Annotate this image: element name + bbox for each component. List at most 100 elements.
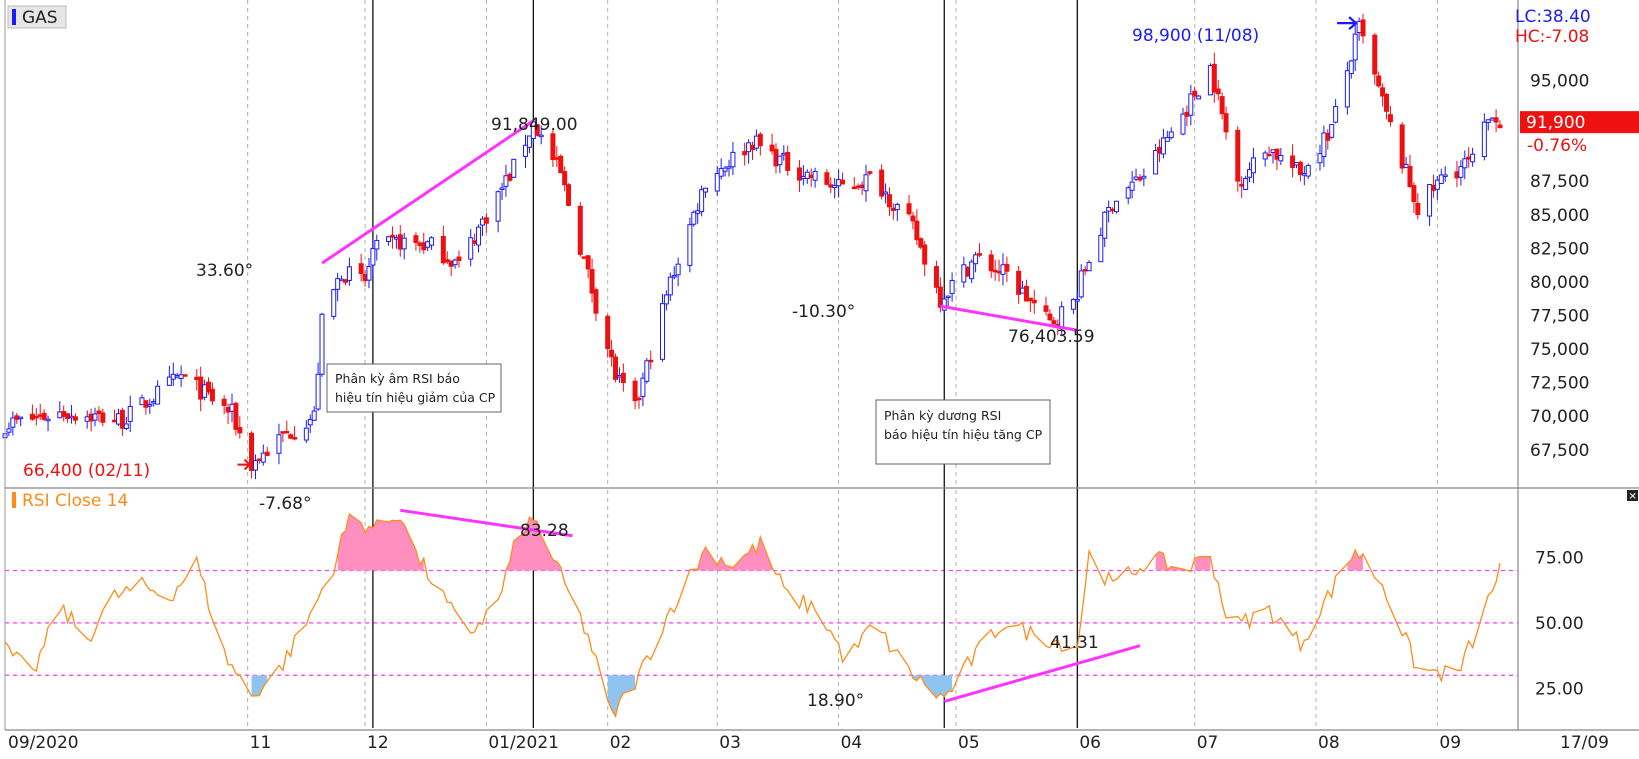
candle-body: [1262, 152, 1268, 160]
candle-body: [57, 411, 63, 419]
candle-body: [1454, 171, 1460, 179]
candle-body: [558, 155, 564, 174]
candle-body: [18, 416, 24, 420]
candle-body: [1243, 177, 1249, 190]
candle-body: [1207, 65, 1213, 96]
candle-body: [1434, 179, 1440, 190]
candle-body: [252, 460, 258, 471]
candle-body: [1403, 163, 1409, 168]
candle-body: [863, 174, 869, 192]
overbought-fill: [505, 517, 561, 571]
candle-body: [61, 411, 67, 417]
low-marker-label: 66,400 (02/11): [23, 461, 150, 481]
svg-text:báo hiệu tín hiệu tăng CP: báo hiệu tín hiệu tăng CP: [884, 427, 1043, 442]
candle-body: [194, 376, 200, 381]
candle-body: [115, 413, 121, 425]
candle-body: [401, 237, 407, 250]
y-tick-label: 72,500: [1530, 374, 1589, 394]
candle-body: [1407, 165, 1413, 188]
candle-body: [1297, 161, 1303, 175]
candle-body: [1325, 132, 1331, 141]
candle-body: [237, 427, 243, 434]
candle-body: [1344, 70, 1350, 108]
angle-down-label: -10.30°: [792, 302, 855, 322]
candle-body: [1384, 93, 1390, 112]
rsi-title: RSI Close 14: [22, 491, 128, 511]
candle-body: [773, 148, 779, 167]
candle-body: [413, 235, 419, 243]
candle-body: [307, 419, 313, 426]
candle-body: [922, 244, 928, 265]
candle-body: [988, 254, 994, 272]
candle-body: [10, 417, 16, 428]
peak-value-label: 91,849.00: [491, 115, 578, 135]
x-tick-label: 17/09: [1560, 733, 1609, 753]
candle-body: [389, 234, 395, 238]
candle-body: [933, 266, 939, 288]
candle-body: [667, 276, 673, 296]
candle-body: [785, 152, 791, 171]
candle-body: [429, 237, 435, 246]
candle-body: [288, 434, 294, 439]
candle-body: [703, 187, 709, 193]
candle-body: [507, 173, 513, 181]
rsi-marker-icon: [12, 492, 16, 508]
candle-body: [366, 266, 372, 281]
arrow-right-icon: [1337, 16, 1358, 30]
rsi-series: [4, 512, 1501, 718]
rsi-line: [4, 512, 1501, 718]
candle-body: [499, 187, 505, 190]
candle-body: [750, 144, 755, 151]
candle-body: [206, 381, 212, 393]
candle-body: [976, 253, 982, 256]
candle-body: [292, 436, 298, 440]
rsi-axis: 25.00 50.00 75.00: [1535, 548, 1584, 699]
candle-body: [280, 431, 286, 434]
candle-body: [644, 360, 650, 382]
x-tick-label: 07: [1197, 733, 1219, 753]
candle-body: [127, 405, 133, 422]
candle-body: [1192, 90, 1198, 97]
candle-body: [808, 174, 814, 178]
x-tick-label: 09/2020: [8, 733, 79, 753]
candle-body: [151, 401, 157, 404]
candle-body: [1485, 119, 1491, 123]
x-tick-label: 05: [958, 733, 980, 753]
last-price-label: 91,900: [1526, 113, 1585, 133]
price-candles: [2, 13, 1503, 480]
symbol-tab[interactable]: [7, 5, 67, 29]
candle-body: [1301, 173, 1307, 176]
candle-body: [609, 349, 615, 358]
candle-body: [1027, 297, 1033, 302]
y-tick-label: 75,000: [1530, 340, 1589, 360]
candle-body: [1110, 208, 1116, 212]
candle-body: [699, 189, 705, 213]
candle-body: [906, 203, 912, 215]
svg-text:Phân kỳ dương RSI: Phân kỳ dương RSI: [884, 408, 1001, 423]
candle-body: [796, 167, 802, 181]
candle-body: [1023, 285, 1029, 302]
candle-body: [1489, 117, 1495, 121]
candle-body: [72, 416, 78, 421]
candle-body: [1098, 234, 1104, 263]
oversold-fill: [912, 675, 953, 698]
candle-body: [620, 372, 626, 383]
close-icon[interactable]: [1627, 490, 1638, 501]
candle-body: [1329, 123, 1335, 138]
x-tick-label: 11: [250, 733, 272, 753]
candle-body: [746, 142, 752, 153]
candle-body: [1223, 113, 1229, 133]
candle-body: [1160, 137, 1166, 155]
candle-body: [589, 269, 595, 294]
candle-body: [663, 294, 669, 305]
candle-body: [605, 315, 611, 350]
candle-body: [648, 359, 654, 363]
candle-body: [855, 185, 861, 189]
candle-body: [753, 135, 759, 149]
lc-readout: LC:38.40: [1515, 7, 1591, 27]
price-trendline: [940, 304, 1078, 332]
candle-body: [1215, 88, 1221, 95]
candle-body: [397, 234, 403, 250]
candle-body: [29, 413, 35, 420]
